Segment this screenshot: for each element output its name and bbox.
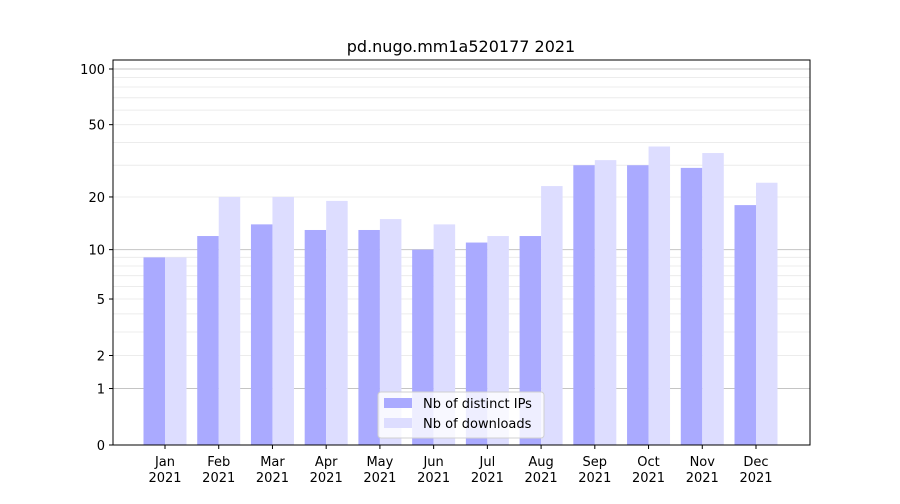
x-tick-label: Jul 2021 bbox=[471, 455, 504, 486]
bar-downloads bbox=[165, 257, 187, 445]
bar-downloads bbox=[272, 196, 294, 445]
x-tick-label: Sep 2021 bbox=[578, 455, 611, 486]
bar-downloads bbox=[218, 196, 241, 445]
x-tick-label: Dec 2021 bbox=[739, 455, 772, 486]
y-tick-label: 5 bbox=[97, 293, 105, 308]
x-tick-label: Apr 2021 bbox=[310, 455, 343, 486]
bar-distinct-ips bbox=[358, 229, 380, 445]
legend-swatch bbox=[384, 418, 412, 428]
y-tick-label: 20 bbox=[88, 191, 105, 206]
bar-downloads bbox=[702, 153, 724, 445]
y-tick-label: 1 bbox=[97, 383, 105, 398]
y-tick-label: 10 bbox=[88, 244, 105, 259]
bar-distinct-ips bbox=[573, 165, 595, 445]
y-tick-label: 0 bbox=[97, 439, 105, 454]
bar-downloads bbox=[648, 146, 671, 445]
chart-title: pd.nugo.mm1a520177 2021 bbox=[347, 37, 575, 56]
bar-downloads bbox=[379, 219, 402, 445]
legend-label: Nb of downloads bbox=[423, 417, 532, 432]
bar-distinct-ips bbox=[304, 229, 327, 445]
x-tick-label: Jun 2021 bbox=[417, 455, 450, 486]
bar-distinct-ips bbox=[197, 236, 219, 445]
bar-distinct-ips bbox=[250, 224, 273, 445]
legend-box bbox=[377, 391, 545, 439]
plot-frame bbox=[112, 59, 811, 446]
x-tick-label: Aug 2021 bbox=[525, 455, 558, 486]
y-tick-label: 50 bbox=[88, 119, 105, 134]
bar-downloads bbox=[541, 186, 563, 445]
bar-distinct-ips bbox=[627, 165, 649, 445]
x-tick-label: Oct 2021 bbox=[632, 455, 665, 486]
x-tick-label: Mar 2021 bbox=[256, 455, 289, 486]
bar-downloads bbox=[594, 160, 617, 446]
x-tick-label: Jan 2021 bbox=[148, 455, 181, 486]
x-tick-label: May 2021 bbox=[363, 455, 396, 486]
legend-swatch bbox=[384, 398, 412, 408]
bar-distinct-ips bbox=[143, 257, 165, 445]
y-tick-label: 100 bbox=[80, 63, 105, 78]
legend-label: Nb of distinct IPs bbox=[423, 397, 532, 412]
y-tick-label: 2 bbox=[97, 349, 105, 364]
bar-downloads bbox=[756, 182, 778, 445]
bar-distinct-ips bbox=[734, 205, 756, 445]
x-tick-label: Nov 2021 bbox=[686, 455, 719, 486]
bar-downloads bbox=[326, 200, 348, 445]
bar-distinct-ips bbox=[680, 167, 703, 445]
bar-downloads bbox=[433, 224, 456, 445]
x-tick-label: Feb 2021 bbox=[202, 455, 235, 486]
